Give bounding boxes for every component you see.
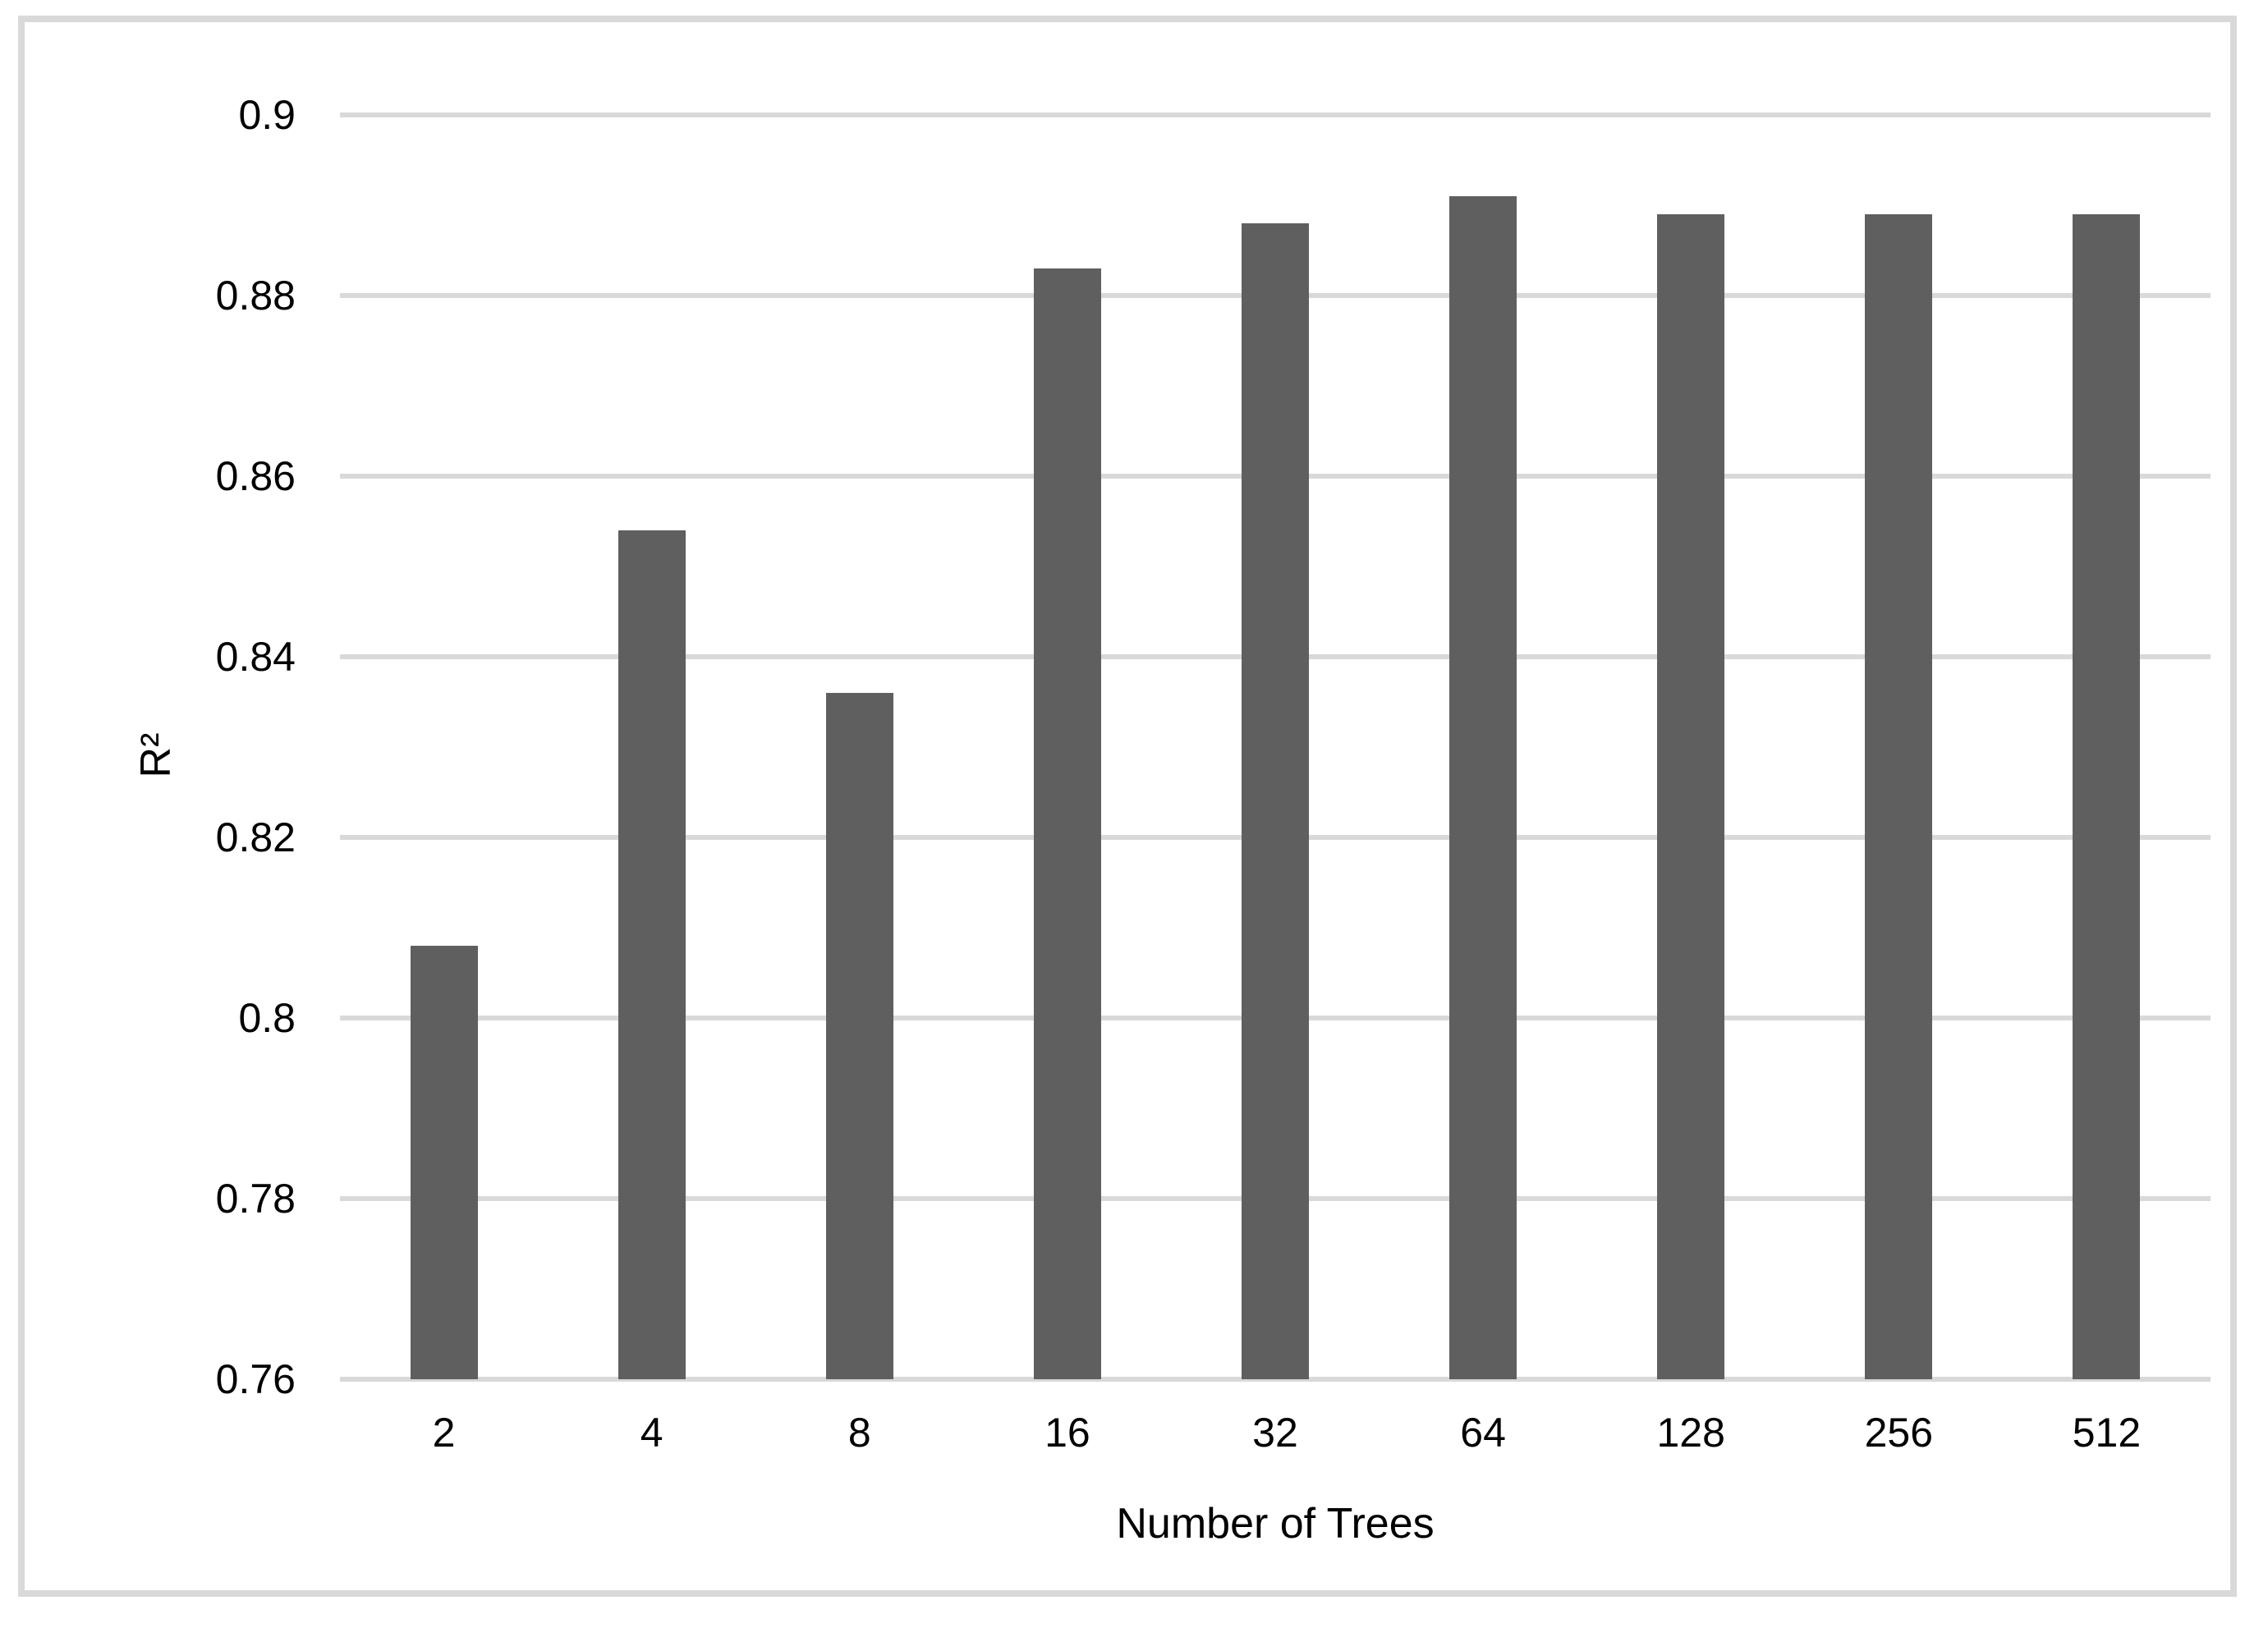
bars-group xyxy=(340,115,2211,1379)
y-axis-tick-labels: 0.9 0.88 0.86 0.84 0.82 0.8 0.78 0.76 xyxy=(25,92,296,1402)
chart-frame: R² 0.9 0.88 0.86 0.84 0.82 0.8 0.78 0.76 2 4 8 16 3… xyxy=(18,16,2237,1597)
y-tick-label: 0.8 xyxy=(238,995,296,1041)
bar-256 xyxy=(1865,214,1933,1379)
bar-slot xyxy=(755,115,963,1379)
x-tick-label: 2 xyxy=(432,1410,456,1456)
bar-slot xyxy=(1171,115,1379,1379)
y-tick-label: 0.82 xyxy=(215,814,296,860)
x-tick-label: 256 xyxy=(1864,1410,1934,1456)
bar-512 xyxy=(2073,214,2141,1379)
bar-2 xyxy=(410,946,478,1379)
bar-32 xyxy=(1241,223,1309,1379)
bar-slot xyxy=(340,115,548,1379)
bar-slot xyxy=(1795,115,2003,1379)
x-tick-label: 128 xyxy=(1656,1410,1725,1456)
x-tick-label: 64 xyxy=(1460,1410,1506,1456)
x-tick-label: 16 xyxy=(1044,1410,1090,1456)
bar-16 xyxy=(1033,268,1101,1379)
bar-128 xyxy=(1657,214,1725,1379)
gridline xyxy=(340,1377,2211,1382)
x-tick-label: 32 xyxy=(1252,1410,1298,1456)
y-tick-label: 0.86 xyxy=(215,452,296,499)
plot-area xyxy=(340,112,2211,1382)
bar-8 xyxy=(825,693,893,1379)
bar-slot xyxy=(1587,115,1795,1379)
x-tick-label: 8 xyxy=(847,1410,871,1456)
bar-64 xyxy=(1449,196,1517,1379)
y-tick-label: 0.84 xyxy=(215,634,296,680)
y-tick-label: 0.88 xyxy=(215,272,296,319)
bar-slot xyxy=(1380,115,1587,1379)
x-tick-label: 512 xyxy=(2072,1410,2142,1456)
x-axis-title: Number of Trees xyxy=(1116,1500,1435,1548)
y-tick-label: 0.9 xyxy=(238,92,296,138)
x-axis-tick-labels: 2 4 8 16 32 64 128 256 512 xyxy=(340,1408,2211,1457)
gridline xyxy=(340,112,2211,117)
y-tick-label: 0.78 xyxy=(215,1176,296,1222)
y-tick-label: 0.76 xyxy=(215,1356,296,1402)
bar-slot xyxy=(2003,115,2211,1379)
bar-slot xyxy=(548,115,755,1379)
bar-4 xyxy=(618,530,686,1379)
bar-slot xyxy=(963,115,1171,1379)
x-tick-label: 4 xyxy=(640,1410,663,1456)
